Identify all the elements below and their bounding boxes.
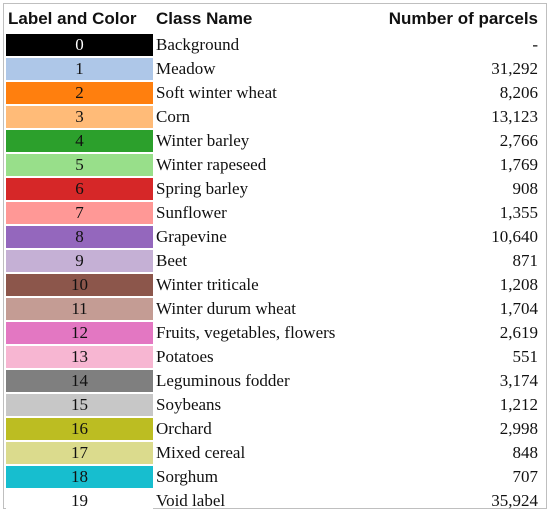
parcels-cell: - [377,34,544,58]
table-row: 10 Winter triticale 1,208 [6,273,544,298]
table-row: 17 Mixed cereal 848 [6,441,544,466]
class-name-cell: Winter rapeseed [153,153,377,178]
class-name-cell: Mixed cereal [153,441,377,466]
class-name-cell: Spring barley [153,177,377,202]
header-class-name: Class Name [156,9,253,28]
table-row: 16 Orchard 2,998 [6,417,544,442]
label-color-cell: 4 [6,129,153,154]
parcels-cell: 35,924 [491,491,538,510]
table-row: 14 Leguminous fodder 3,174 [6,369,544,394]
class-name-cell: Background [153,34,377,58]
class-name-cell: Meadow [153,57,377,82]
table-row: 6 Spring barley 908 [6,177,544,202]
label-color-cell: 5 [6,153,153,178]
label-color-cell: 11 [6,297,153,322]
label-color-cell: 3 [6,105,153,130]
parcels-cell: 1,355 [377,201,544,226]
table-row: 11 Winter durum wheat 1,704 [6,297,544,322]
parcels-cell: 3,174 [377,369,544,394]
table-row: 12 Fruits, vegetables, flowers 2,619 [6,321,544,346]
table-row: 2 Soft winter wheat 8,206 [6,81,544,106]
label-color-cell: 14 [6,369,153,394]
label-color-cell: 8 [6,225,153,250]
label-color-cell: 13 [6,345,153,370]
table-row: 8 Grapevine 10,640 [6,225,544,250]
parcels-cell: 848 [377,441,544,466]
label-color-cell: 7 [6,201,153,226]
label-color-cell: 6 [6,177,153,202]
label-color-cell: 16 [6,417,153,442]
class-name-cell: Sunflower [153,201,377,226]
parcels-cell: 551 [377,345,544,370]
table-row: 0 Background - [6,34,544,58]
parcels-cell: 707 [377,465,544,490]
table-row: 9 Beet 871 [6,249,544,274]
table-row: 5 Winter rapeseed 1,769 [6,153,544,178]
parcels-cell: 1,704 [377,297,544,322]
label-color-cell: 1 [6,57,153,82]
parcels-cell: 1,769 [377,153,544,178]
parcels-cell: 1,212 [377,393,544,418]
parcels-cell: 2,619 [377,321,544,346]
table-row: 13 Potatoes 551 [6,345,544,370]
parcels-cell: 10,640 [377,225,544,250]
class-table: Label and Color Class Name Number of par… [6,4,544,512]
class-name-cell: Beet [153,249,377,274]
parcels-cell: 2,766 [377,129,544,154]
table-row: 4 Winter barley 2,766 [6,129,544,154]
class-name-cell: Orchard [153,417,377,442]
label-color-cell: 9 [6,249,153,274]
label-color-cell: 18 [6,465,153,490]
table-row: 15 Soybeans 1,212 [6,393,544,418]
label-color-cell: 15 [6,393,153,418]
table-row: 7 Sunflower 1,355 [6,201,544,226]
class-name-cell: Soybeans [153,393,377,418]
parcels-cell: 908 [377,177,544,202]
class-name-cell: Leguminous fodder [153,369,377,394]
table-row: 19 Void label 35,924 [6,489,544,512]
label-color-cell: 19 [6,489,153,512]
label-color-cell: 2 [6,81,153,106]
parcels-cell: 31,292 [377,57,544,82]
table-row: 1 Meadow 31,292 [6,57,544,82]
class-name-cell: Winter triticale [153,273,377,298]
table-frame: Label and Color Class Name Number of par… [3,3,547,512]
label-color-cell: 17 [6,441,153,466]
parcels-cell: 1,208 [377,273,544,298]
header-row: Label and Color Class Name Number of par… [6,4,544,34]
label-color-cell: 0 [6,34,153,58]
table-row: 3 Corn 13,123 [6,105,544,130]
class-name-cell: Soft winter wheat [153,81,377,106]
parcels-cell: 13,123 [377,105,544,130]
parcels-cell: 2,998 [377,417,544,442]
class-name-cell: Winter durum wheat [153,297,377,322]
class-name-cell: Corn [153,105,377,130]
parcels-cell: 871 [377,249,544,274]
parcels-cell: 8,206 [377,81,544,106]
class-name-cell: Potatoes [153,345,377,370]
class-name-cell: Winter barley [153,129,377,154]
header-label-color: Label and Color [8,9,137,28]
label-color-cell: 12 [6,321,153,346]
class-name-cell: Fruits, vegetables, flowers [153,321,377,346]
class-name-cell: Sorghum [153,465,377,490]
class-name-cell: Grapevine [153,225,377,250]
table-row: 18 Sorghum 707 [6,465,544,490]
label-color-cell: 10 [6,273,153,298]
class-name-cell: Void label [156,491,226,510]
header-number-of-parcels: Number of parcels [388,9,538,28]
